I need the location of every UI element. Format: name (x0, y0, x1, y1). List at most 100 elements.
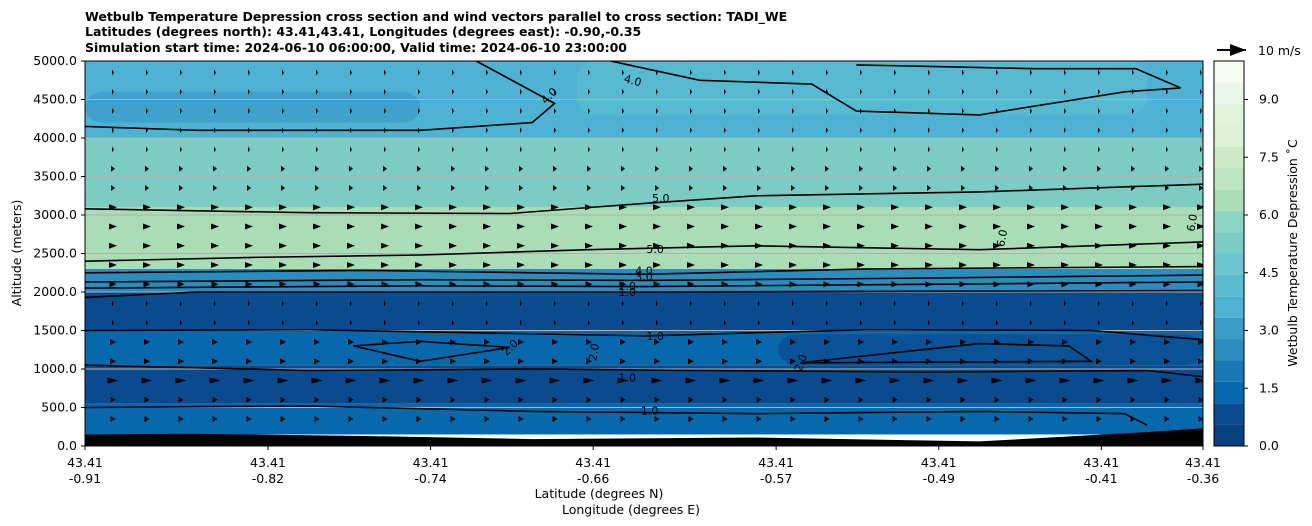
wind-arrow (214, 88, 216, 95)
wind-arrow (214, 108, 216, 115)
wind-arrow (1098, 69, 1100, 76)
wind-arrow (859, 185, 863, 192)
wind-arrow (585, 281, 593, 288)
wind-arrow (111, 185, 115, 192)
wind-arrow (893, 165, 897, 172)
chart-title-line-3: Simulation start time: 2024-06-10 06:00:… (85, 40, 627, 55)
wind-arrow (350, 88, 352, 95)
wind-arrow (211, 223, 219, 230)
wind-arrow (993, 281, 1001, 288)
wind-arrow (961, 165, 965, 172)
contour-line (85, 241, 1203, 262)
wind-arrow (175, 377, 187, 384)
wind-arrow (1028, 358, 1034, 365)
colorbar-segment (1214, 232, 1244, 254)
wind-arrow (656, 69, 658, 76)
x-axis-label-latitude: Latitude (degrees N) (535, 486, 664, 501)
wind-arrow (248, 127, 250, 134)
wind-arrow (350, 108, 352, 115)
wind-arrow (384, 146, 386, 153)
contour-line (85, 364, 1203, 378)
wind-arrow (1025, 377, 1037, 384)
wind-arrow (449, 204, 457, 211)
wind-arrow (551, 223, 559, 230)
wind-arrow (1096, 339, 1102, 346)
wind-arrow (347, 262, 355, 269)
wind-arrow (520, 69, 522, 76)
wind-arrow (211, 242, 219, 249)
wind-arrow (1093, 377, 1105, 384)
wind-arrow (180, 300, 182, 307)
wind-arrow (486, 88, 488, 95)
wind-arrow (484, 339, 490, 346)
wind-arrow (690, 88, 692, 95)
wind-arrow (417, 185, 421, 192)
wind-arrow (688, 358, 694, 365)
wind-arrow (860, 300, 862, 307)
wind-arrow (925, 242, 933, 249)
colorbar-segment (1214, 125, 1244, 147)
wind-arrow (689, 185, 693, 192)
wind-arrow (143, 242, 151, 249)
wind-arrow (383, 165, 387, 172)
wind-arrow (619, 262, 627, 269)
wind-arrow (1195, 377, 1203, 384)
wind-arrow (1064, 146, 1066, 153)
wind-arrow (654, 358, 660, 365)
wind-arrow (996, 88, 998, 95)
wind-arrow (585, 223, 593, 230)
x-tick-label-latitude: 43.41 (575, 455, 611, 470)
wind-arrow (722, 416, 728, 423)
wind-arrow (381, 223, 389, 230)
wind-arrow (959, 223, 967, 230)
wind-arrow (722, 358, 728, 365)
wind-arrow (247, 185, 251, 192)
wind-arrow (651, 377, 663, 384)
wind-arrow (1030, 319, 1032, 326)
wind-arrow (1197, 262, 1203, 269)
wind-arrow (248, 69, 250, 76)
wind-arrow (790, 416, 796, 423)
wind-arrow (382, 396, 388, 403)
wind-arrow (926, 339, 932, 346)
wind-arrow (689, 165, 693, 172)
wind-arrow (925, 223, 933, 230)
wind-arrow (450, 358, 456, 365)
wind-arrow (860, 108, 862, 115)
wind-arrow (313, 242, 321, 249)
wind-arrow (927, 185, 931, 192)
wind-arrow (109, 223, 117, 230)
wind-arrow (860, 319, 862, 326)
wind-arrow (552, 416, 558, 423)
wind-arrow (687, 204, 695, 211)
wind-arrow (144, 358, 150, 365)
wind-arrow (415, 204, 423, 211)
wind-arrow (279, 242, 287, 249)
wind-arrow (248, 88, 250, 95)
wind-arrow (145, 165, 149, 172)
wind-arrow (451, 165, 455, 172)
wind-arrow (792, 319, 794, 326)
wind-arrow (180, 88, 182, 95)
wind-arrow (756, 416, 762, 423)
wind-arrow (110, 396, 116, 403)
wind-arrow (381, 242, 389, 249)
wind-arrow (892, 396, 898, 403)
wind-arrow (178, 416, 184, 423)
contour-line (85, 405, 1148, 426)
wind-arrow (792, 146, 794, 153)
wind-arrow (1163, 204, 1171, 211)
wind-arrow (1130, 396, 1136, 403)
wind-vectors (107, 69, 1203, 423)
wind-arrow (417, 165, 421, 172)
wind-arrow (1095, 204, 1103, 211)
wind-arrow (350, 127, 352, 134)
wind-arrow (381, 262, 389, 269)
wind-arrow (348, 396, 354, 403)
wind-arrow (1132, 127, 1134, 134)
wind-arrow (891, 223, 899, 230)
contour-fill-patch (85, 91, 421, 123)
wind-arrow (588, 300, 590, 307)
wind-arrow (282, 127, 284, 134)
wind-arrow (962, 108, 964, 115)
